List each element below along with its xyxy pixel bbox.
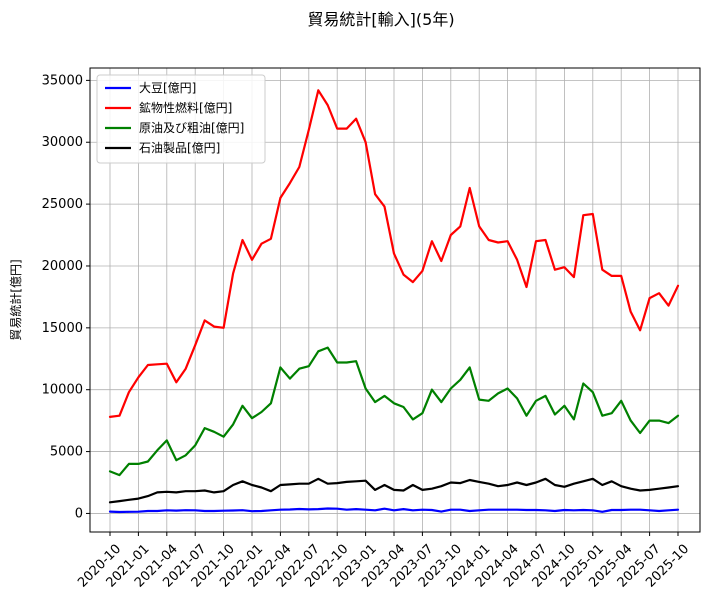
legend: 大豆[億円] 鉱物性燃料[億円] 原油及び粗油[億円] 石油製品[億円] (96, 74, 266, 164)
x-axis: 2020-102021-012021-042021-072021-102022-… (75, 532, 692, 591)
series-line-3 (108, 477, 680, 504)
y-tick-label: 35000 (42, 73, 83, 88)
y-axis-label: 貿易統計[億円] (8, 259, 23, 340)
series-layer (108, 89, 680, 514)
series-line-2 (108, 346, 680, 477)
legend-entry: 原油及び粗油[億円] (139, 121, 244, 135)
y-tick-label: 0 (75, 506, 83, 521)
y-tick-label: 25000 (42, 197, 83, 212)
legend-box (96, 74, 266, 164)
series-line-0 (108, 507, 680, 514)
y-tick-label: 15000 (42, 321, 83, 336)
y-tick-label: 20000 (42, 259, 83, 274)
plot-frame (89, 67, 701, 533)
legend-entry: 石油製品[億円] (139, 141, 220, 155)
y-tick-label: 30000 (42, 135, 83, 150)
legend-entry: 鉱物性燃料[億円] (139, 100, 232, 115)
y-tick-label: 5000 (50, 445, 83, 460)
legend-entry: 大豆[億円] (139, 81, 196, 95)
series-line-1 (108, 89, 680, 418)
y-tick-label: 10000 (42, 383, 83, 398)
chart-title: 貿易統計[輸入](5年) (307, 10, 454, 29)
y-axis: 0 5000 10000 15000 20000 25000 30000 35000 (42, 73, 90, 521)
